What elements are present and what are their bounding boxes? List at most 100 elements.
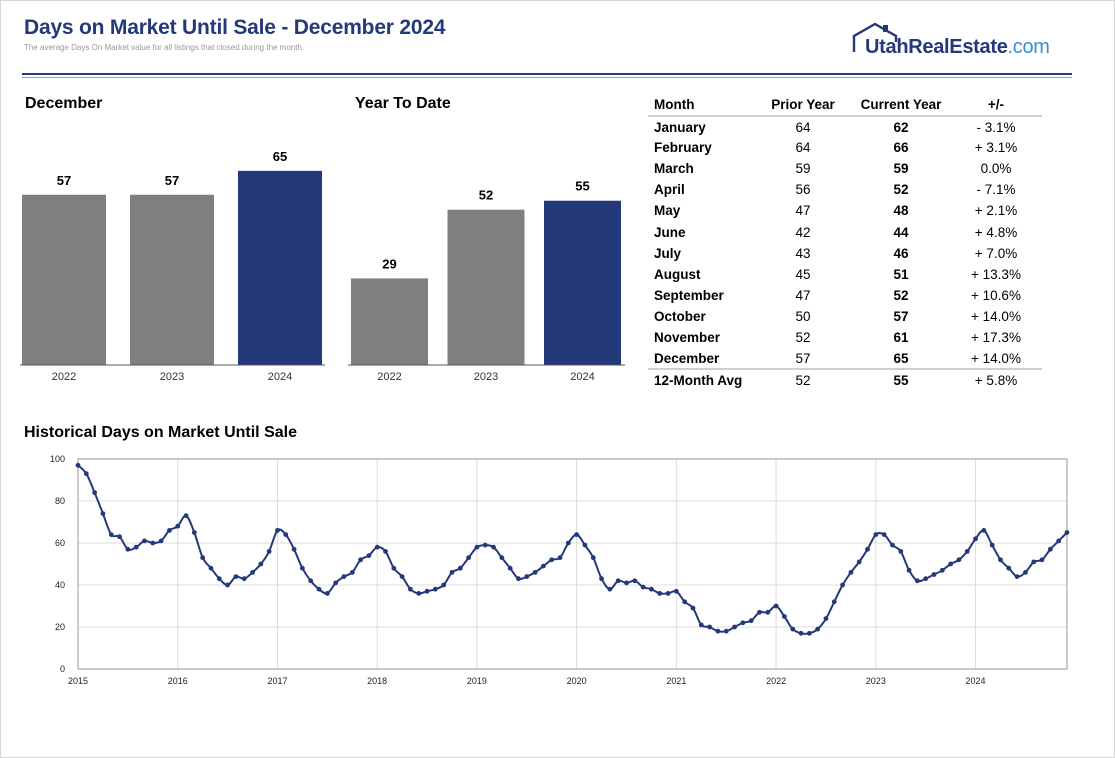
cell-prior-year: 50 bbox=[795, 308, 811, 324]
table-row: June 42 44 + 4.8% bbox=[648, 221, 1042, 242]
cell-prior-year: 45 bbox=[795, 266, 811, 282]
data-point bbox=[308, 578, 314, 584]
data-point bbox=[981, 528, 987, 533]
data-point bbox=[790, 626, 796, 632]
data-point bbox=[524, 574, 530, 579]
data-point bbox=[441, 582, 447, 588]
data-point bbox=[208, 565, 214, 571]
data-point bbox=[1023, 570, 1028, 575]
data-point bbox=[142, 538, 147, 544]
data-point bbox=[167, 528, 172, 533]
data-point bbox=[582, 542, 588, 548]
data-point bbox=[773, 603, 779, 609]
data-point bbox=[491, 544, 496, 550]
data-point bbox=[449, 570, 455, 575]
data-point bbox=[540, 563, 546, 569]
data-point bbox=[216, 576, 222, 582]
x-tick-label-2021: 2021 bbox=[666, 676, 686, 686]
cell-month: June bbox=[654, 224, 686, 240]
bar-2022 bbox=[22, 194, 106, 365]
data-point bbox=[391, 565, 397, 571]
cell-month: January bbox=[654, 119, 706, 135]
data-point bbox=[225, 582, 230, 588]
december-chart-title: December bbox=[25, 95, 103, 112]
data-point bbox=[632, 578, 638, 584]
data-point bbox=[939, 567, 945, 573]
table-row: December 57 65 + 14.0% bbox=[648, 348, 1042, 369]
logo-wordmark: UtahRealEstate.com bbox=[865, 36, 1050, 59]
cell-change: + 13.3% bbox=[971, 266, 1021, 282]
cell-current-year: 61 bbox=[893, 329, 909, 345]
x-tick-label-2022: 2022 bbox=[766, 676, 786, 686]
x-tick-label-2023: 2023 bbox=[160, 371, 184, 383]
data-point bbox=[748, 618, 754, 624]
ytd-bar-chart: 29 2022 52 2023 55 2024 bbox=[348, 179, 625, 383]
data-point bbox=[890, 542, 895, 548]
data-point bbox=[798, 630, 804, 636]
data-point bbox=[499, 555, 505, 561]
data-point bbox=[574, 532, 580, 537]
cell-current-year: 52 bbox=[893, 287, 909, 303]
december-bar-chart: 57 2022 57 2023 65 2024 bbox=[20, 149, 325, 383]
bar-value-label-2022: 57 bbox=[57, 173, 71, 188]
data-point bbox=[673, 588, 679, 594]
cell-current-year: 57 bbox=[893, 308, 909, 324]
data-point bbox=[973, 536, 978, 542]
bar-value-label-2024: 55 bbox=[575, 179, 589, 194]
data-point bbox=[607, 586, 613, 592]
x-tick-label-2017: 2017 bbox=[267, 676, 287, 686]
data-point bbox=[75, 462, 81, 468]
data-point bbox=[333, 580, 339, 586]
data-point bbox=[848, 570, 854, 575]
data-point bbox=[507, 565, 513, 571]
table-row: January 64 62 - 3.1% bbox=[648, 116, 1042, 137]
data-point bbox=[133, 544, 139, 550]
header-rule-thin bbox=[22, 77, 1072, 78]
cell-change: + 17.3% bbox=[971, 329, 1021, 345]
data-point bbox=[698, 622, 704, 628]
cell-month: February bbox=[654, 140, 712, 156]
cell-change: - 3.1% bbox=[976, 119, 1016, 135]
plot-frame bbox=[77, 458, 1068, 670]
x-tick-label-2015: 2015 bbox=[68, 676, 88, 686]
cell-current-year: 62 bbox=[893, 119, 909, 135]
cell-prior-year: 42 bbox=[795, 224, 811, 240]
data-point bbox=[732, 624, 737, 630]
x-tick-label-2020: 2020 bbox=[567, 676, 587, 686]
y-tick-label-80: 80 bbox=[55, 496, 65, 506]
cell-current-year: 51 bbox=[893, 266, 909, 282]
y-tick-label-0: 0 bbox=[60, 664, 65, 674]
data-point bbox=[557, 555, 563, 561]
data-point bbox=[707, 624, 713, 630]
data-point bbox=[1056, 538, 1062, 544]
data-point bbox=[516, 576, 521, 582]
data-point bbox=[408, 586, 413, 592]
page-subtitle: The average Days On Market value for all… bbox=[24, 43, 305, 52]
cell-month: November bbox=[654, 329, 721, 345]
data-point bbox=[906, 567, 912, 573]
data-point bbox=[125, 546, 131, 552]
table-row: May 47 48 + 2.1% bbox=[648, 200, 1042, 221]
monthly-comparison-table: Month Prior Year Current Year +/- Januar… bbox=[648, 94, 1042, 391]
cell-prior-year: 56 bbox=[795, 182, 811, 198]
x-tick-label-2024: 2024 bbox=[268, 371, 292, 383]
table-row: March 59 59 0.0% bbox=[648, 158, 1042, 179]
bar-value-label-2023: 52 bbox=[479, 188, 493, 203]
data-point bbox=[158, 538, 164, 544]
data-point bbox=[1047, 546, 1053, 552]
cell-prior-year: 43 bbox=[795, 245, 811, 261]
cell-prior-year: 47 bbox=[795, 203, 811, 219]
bar-2023 bbox=[130, 194, 214, 365]
data-point bbox=[615, 578, 621, 584]
data-point bbox=[275, 528, 280, 533]
table-row: February 64 66 + 3.1% bbox=[648, 137, 1042, 158]
data-point bbox=[283, 532, 289, 537]
y-tick-label-100: 100 bbox=[50, 454, 65, 464]
col-header-current-year: Current Year bbox=[852, 94, 950, 117]
data-point bbox=[1039, 557, 1045, 563]
data-point bbox=[931, 572, 937, 577]
series-line bbox=[77, 464, 1068, 635]
data-point bbox=[865, 546, 870, 552]
x-tick-label-2019: 2019 bbox=[467, 676, 487, 686]
cell-prior-year: 52 bbox=[795, 329, 811, 345]
